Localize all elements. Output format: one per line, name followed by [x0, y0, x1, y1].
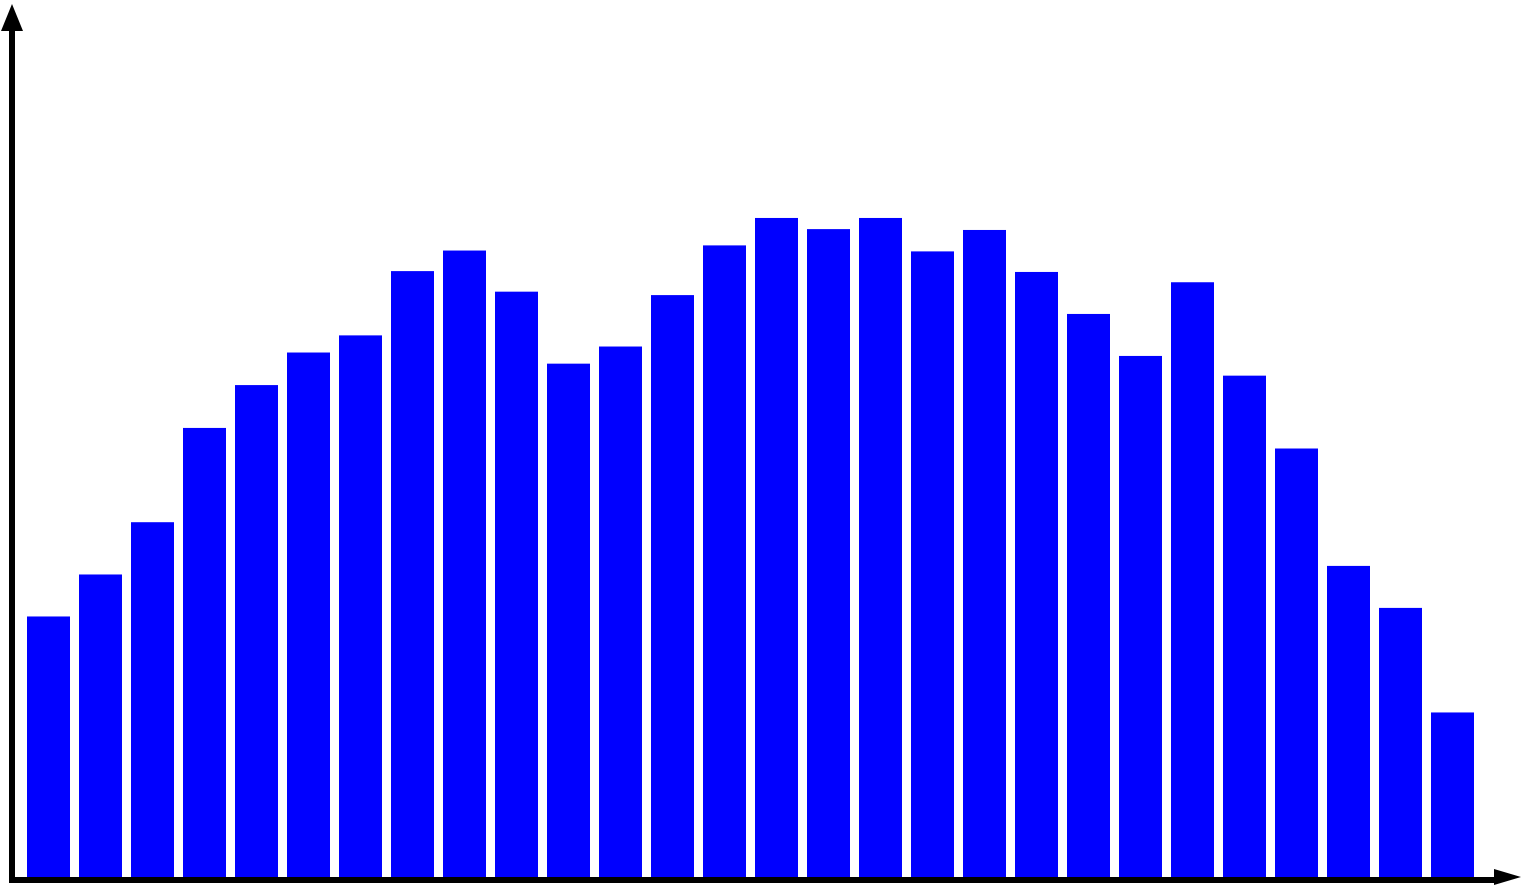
bar-1: [27, 616, 70, 877]
y-axis-arrow: [1, 4, 23, 31]
bar-20: [1015, 271, 1058, 877]
bar-26: [1327, 565, 1370, 877]
bar-13: [651, 295, 694, 877]
bar-8: [391, 271, 434, 877]
bar-14: [703, 245, 746, 878]
bar-12: [599, 346, 642, 878]
bar-5: [235, 385, 278, 877]
bar-16: [807, 229, 850, 877]
bar-15: [755, 217, 798, 878]
bar-17: [859, 217, 902, 878]
bar-3: [131, 522, 174, 877]
bar-22: [1119, 355, 1162, 878]
bar-2: [79, 574, 122, 877]
bar-28: [1431, 712, 1474, 877]
bar-18: [911, 251, 954, 877]
x-axis-arrow: [1494, 869, 1521, 885]
bar-6: [287, 352, 330, 877]
bar-19: [963, 229, 1006, 878]
bar-11: [547, 363, 590, 878]
bar-10: [495, 291, 538, 877]
bar-24: [1223, 375, 1266, 877]
bar-25: [1275, 448, 1318, 877]
bar-21: [1067, 313, 1110, 877]
bar-7: [339, 335, 382, 878]
bar-27: [1379, 607, 1422, 877]
axes-group: [1, 4, 1521, 885]
bars-group: [27, 217, 1474, 878]
bar-23: [1171, 282, 1214, 877]
bar-9: [443, 250, 486, 877]
bar-4: [183, 427, 226, 877]
